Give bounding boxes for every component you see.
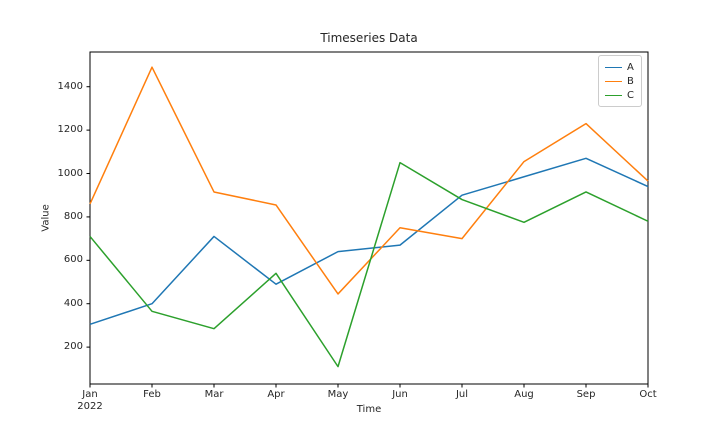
x-axis-label: Time [356,404,382,415]
legend-line-icon [605,66,622,68]
x-tick-label: Feb [143,389,161,400]
series-line-B [89,66,649,295]
legend-item-B: B [605,74,634,88]
x-tick-label: Mar [204,389,224,400]
legend-item-C: C [605,88,634,102]
y-tick-label: 1000 [57,167,83,179]
x-tick-label: Jul [455,389,469,400]
y-tick-label: 800 [63,210,83,222]
x-tick-label: Jun [392,389,408,400]
legend-item-A: A [605,60,634,74]
legend-label: A [627,61,634,73]
x-tick-label: Aug [514,389,534,400]
legend-label: B [627,75,634,87]
x-tick-label: Jan 2022 [77,389,103,412]
axes-frame [89,51,649,385]
series-line-C [89,161,649,368]
y-tick-label: 400 [63,297,83,309]
series-line-A [89,157,649,326]
y-tick-label: 1400 [57,80,83,92]
x-tick-label: Apr [267,389,285,400]
y-tick-label: 600 [63,254,83,266]
x-tick-label: May [327,389,349,400]
x-tick-label: Oct [639,389,657,400]
chart-title: Timeseries Data [320,31,418,45]
legend-line-icon [605,80,622,82]
y-tick-label: 200 [63,341,83,353]
x-tick-label: Sep [576,389,596,400]
legend-label: C [627,89,634,101]
y-tick-label: 1200 [57,124,83,136]
legend-line-icon [605,94,622,96]
